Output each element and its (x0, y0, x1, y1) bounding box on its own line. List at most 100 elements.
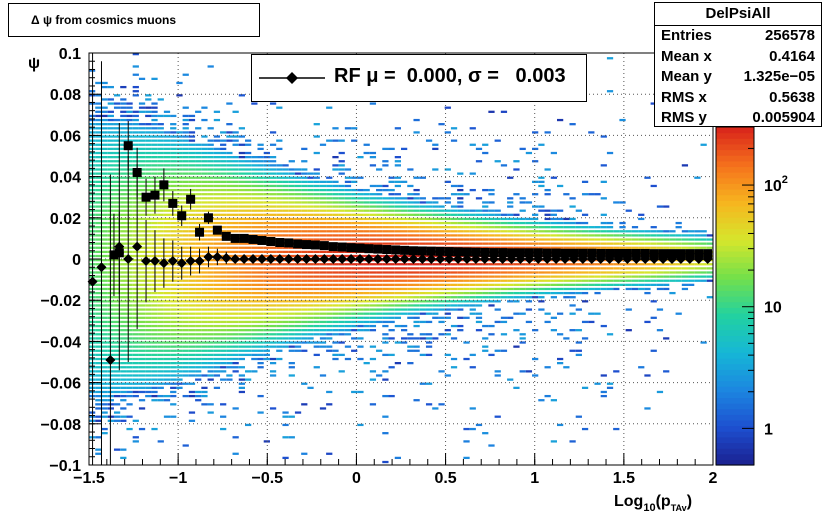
x-axis-title: Log10(pTAv) (614, 493, 692, 514)
heatmap-cell (195, 304, 202, 307)
heatmap-cell (238, 226, 245, 229)
heatmap-cell (157, 394, 164, 398)
heatmap-cell (525, 263, 533, 266)
heatmap-cell (157, 324, 164, 328)
heatmap-cell (550, 230, 557, 233)
heatmap-cell (538, 263, 545, 266)
heatmap-cell (120, 201, 127, 204)
heatmap-cell (326, 197, 333, 200)
heatmap-cell (475, 147, 483, 151)
heatmap-cell (157, 168, 164, 171)
heatmap-cell (245, 370, 252, 373)
heatmap-cell (257, 246, 264, 249)
heatmap-cell (151, 345, 158, 348)
heatmap-cell (488, 209, 495, 212)
heatmap-cell (606, 242, 614, 245)
heatmap-cell (269, 263, 277, 266)
heatmap-cell (138, 127, 146, 130)
heatmap-cell (557, 283, 564, 286)
heatmap-cell (201, 209, 208, 212)
profile-diamond-marker (337, 254, 348, 264)
heatmap-cell (313, 308, 320, 311)
heatmap-cell (113, 370, 121, 373)
heatmap-cell (276, 164, 283, 167)
heatmap-cell (569, 283, 576, 286)
heatmap-cell (457, 188, 464, 192)
heatmap-cell (157, 160, 164, 163)
heatmap-cell (101, 362, 108, 365)
heatmap-cell (213, 283, 221, 286)
profile-square-marker (230, 233, 240, 243)
profile-diamond-marker (141, 256, 152, 267)
heatmap-cell (544, 279, 551, 282)
heatmap-cell (220, 353, 227, 357)
heatmap-cell (207, 250, 214, 254)
heatmap-cell (513, 246, 520, 249)
heatmap-cell (344, 213, 352, 216)
heatmap-cell (132, 283, 139, 286)
heatmap-cell (313, 267, 320, 270)
heatmap-cell (101, 238, 108, 241)
heatmap-cell (631, 271, 639, 274)
heatmap-cell (450, 127, 458, 130)
heatmap-cell (151, 362, 158, 365)
heatmap-cell (519, 333, 526, 336)
heatmap-cell (95, 201, 102, 204)
palette-segment (716, 155, 754, 162)
heatmap-cell (95, 193, 102, 196)
heatmap-cell (313, 184, 320, 188)
heatmap-cell (95, 415, 102, 418)
heatmap-cell (706, 234, 713, 237)
heatmap-cell (569, 440, 576, 443)
heatmap-cell (120, 394, 127, 398)
heatmap-cell (220, 172, 227, 175)
heatmap-cell (575, 234, 582, 237)
heatmap-cell (213, 246, 221, 249)
heatmap-cell (226, 378, 233, 381)
heatmap-cell (382, 238, 389, 241)
heatmap-cell (351, 188, 358, 192)
heatmap-cell (232, 188, 239, 192)
heatmap-cell (195, 213, 202, 216)
heatmap-cell (376, 312, 383, 315)
heatmap-cell (157, 291, 164, 295)
heatmap-cell (201, 221, 208, 225)
heatmap-cell (251, 308, 258, 311)
heatmap-cell (120, 279, 127, 282)
heatmap-cell (507, 291, 514, 295)
heatmap-cell (425, 287, 433, 291)
heatmap-cell (500, 271, 508, 274)
heatmap-cell (638, 279, 645, 282)
heatmap-cell (276, 304, 283, 307)
heatmap-cell (101, 118, 108, 122)
heatmap-cell (600, 234, 607, 237)
heatmap-cell (170, 221, 177, 225)
heatmap-cell (263, 353, 270, 357)
heatmap-cell (120, 85, 127, 89)
heatmap-cell (201, 312, 208, 315)
heatmap-cell (188, 419, 196, 422)
heatmap-cell (600, 275, 607, 278)
heatmap-cell (145, 349, 152, 352)
heatmap-cell (220, 205, 227, 208)
heatmap-cell (463, 267, 470, 270)
heatmap-cell (138, 349, 146, 352)
heatmap-cell (126, 127, 133, 130)
heatmap-cell (213, 345, 221, 348)
heatmap-cell (182, 123, 189, 126)
heatmap-cell (95, 304, 102, 307)
heatmap-cell (188, 296, 196, 299)
heatmap-cell (101, 259, 108, 262)
heatmap-cell (207, 65, 214, 68)
heatmap-cell (151, 296, 158, 299)
heatmap-cell (245, 188, 252, 192)
heatmap-cell (313, 217, 320, 221)
heatmap-cell (288, 193, 295, 196)
heatmap-cell (151, 114, 158, 118)
legend-box: RF μ = 0.000, σ = 0.003 (251, 54, 587, 102)
heatmap-cell (226, 320, 233, 324)
heatmap-cell (313, 201, 320, 204)
heatmap-cell (113, 353, 121, 357)
heatmap-cell (226, 263, 233, 266)
heatmap-cell (294, 279, 302, 282)
